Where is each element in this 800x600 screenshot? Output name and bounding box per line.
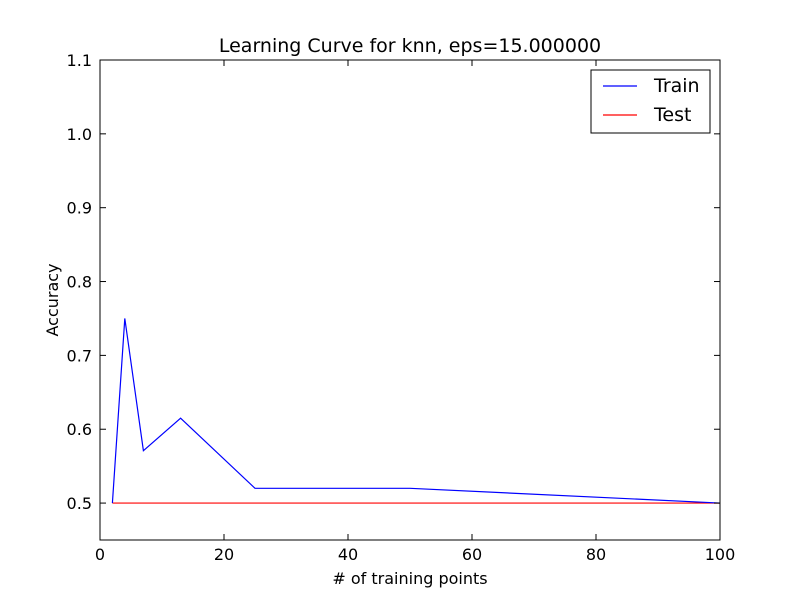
y-tick-label: 1.0 <box>67 125 92 144</box>
legend: Train Test <box>590 69 711 134</box>
x-tick-label: 60 <box>462 545 482 564</box>
y-tick-label: 1.1 <box>67 51 92 70</box>
legend-label-train: Train <box>653 75 700 97</box>
x-tick-label: 0 <box>95 545 105 564</box>
x-tick-label: 80 <box>586 545 606 564</box>
y-tick-label: 0.9 <box>67 199 92 218</box>
x-tick-label: 20 <box>214 545 234 564</box>
series-layer <box>111 318 721 504</box>
x-tick-label: 40 <box>338 545 358 564</box>
plot-frame <box>99 59 721 541</box>
chart-title: Learning Curve for knn, eps=15.000000 <box>219 35 601 57</box>
y-tick-label: 0.6 <box>67 420 92 439</box>
x-axis-label: # of training points <box>332 569 487 588</box>
legend-label-test: Test <box>653 104 691 126</box>
series-line-train <box>111 318 721 504</box>
y-tick-label: 0.5 <box>67 494 92 513</box>
y-tick-label: 0.8 <box>67 273 92 292</box>
x-tick-label: 100 <box>705 545 736 564</box>
legend-box <box>590 69 711 134</box>
y-tick-label: 0.7 <box>67 346 92 365</box>
y-axis-label: Accuracy <box>43 263 62 336</box>
ticks-layer: 0 20 40 60 80 100 0.5 0.6 0.7 0.8 0.9 1.0 1.1 <box>67 51 736 564</box>
